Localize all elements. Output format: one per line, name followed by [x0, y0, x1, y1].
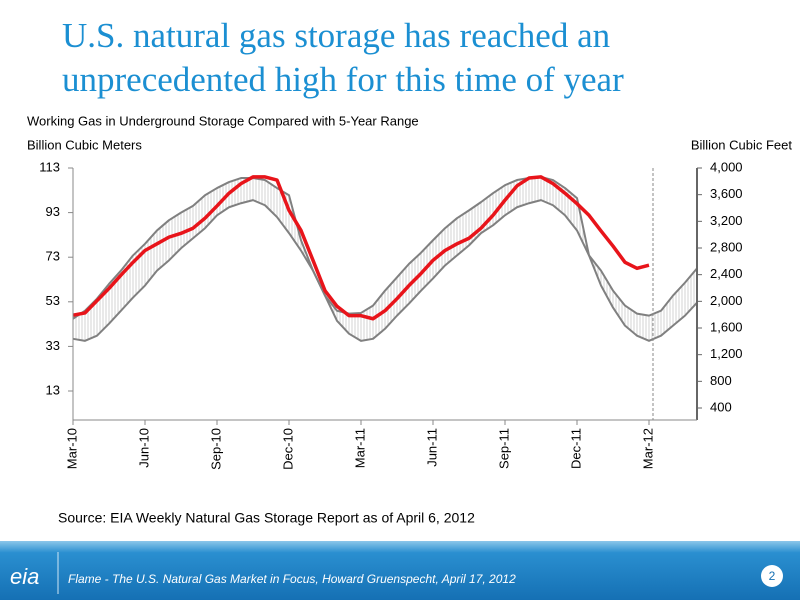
source-note: Source: EIA Weekly Natural Gas Storage R… [58, 510, 475, 526]
page-number: 2 [769, 569, 776, 583]
y-tick-label: 53 [46, 293, 60, 308]
y-tick-label: 33 [46, 338, 60, 353]
x-tick-label: Mar-12 [640, 428, 655, 469]
y2-axis-label: Billion Cubic Feet [691, 137, 793, 152]
y-tick-label: 113 [39, 159, 60, 174]
y2-tick-label: 1,200 [710, 346, 743, 361]
y2-tick-label: 400 [710, 399, 732, 414]
y-tick-label: 73 [46, 249, 60, 264]
y2-tick-label: 3,600 [710, 186, 743, 201]
series-line [72, 199, 698, 342]
x-tick-label: Sep-11 [496, 428, 511, 469]
y2-tick-label: 800 [710, 373, 732, 388]
x-tick-label: Dec-10 [280, 428, 295, 470]
plot-area [72, 175, 698, 342]
x-tick-label: Jun-11 [424, 428, 439, 467]
footer-bar [0, 541, 800, 600]
page-badge [761, 565, 783, 587]
y-axis-label: Billion Cubic Meters [27, 137, 142, 152]
y2-tick-label: 3,200 [710, 213, 743, 228]
slide-title: U.S. natural gas storage has reached an … [62, 16, 624, 99]
x-tick-label: Mar-11 [352, 428, 367, 468]
series-line [72, 175, 650, 321]
x-tick-label: Mar-10 [64, 428, 79, 469]
logo: eia [10, 564, 39, 589]
x-tick-label: Jun-10 [136, 428, 151, 468]
y2-tick-label: 2,400 [710, 266, 743, 281]
chart-title: Working Gas in Underground Storage Compa… [27, 113, 419, 128]
x-tick-label: Dec-11 [568, 428, 583, 469]
footer-text: Flame - The U.S. Natural Gas Market in F… [68, 572, 516, 586]
y2-tick-label: 1,600 [710, 319, 743, 334]
y-tick-label: 93 [46, 204, 60, 219]
y2-tick-label: 2,000 [710, 293, 743, 308]
series-line [72, 175, 698, 320]
x-tick-label: Sep-10 [208, 428, 223, 470]
range-band [73, 176, 697, 341]
y2-tick-label: 4,000 [710, 159, 743, 174]
y2-tick-label: 2,800 [710, 239, 743, 254]
y-tick-label: 13 [46, 382, 60, 397]
